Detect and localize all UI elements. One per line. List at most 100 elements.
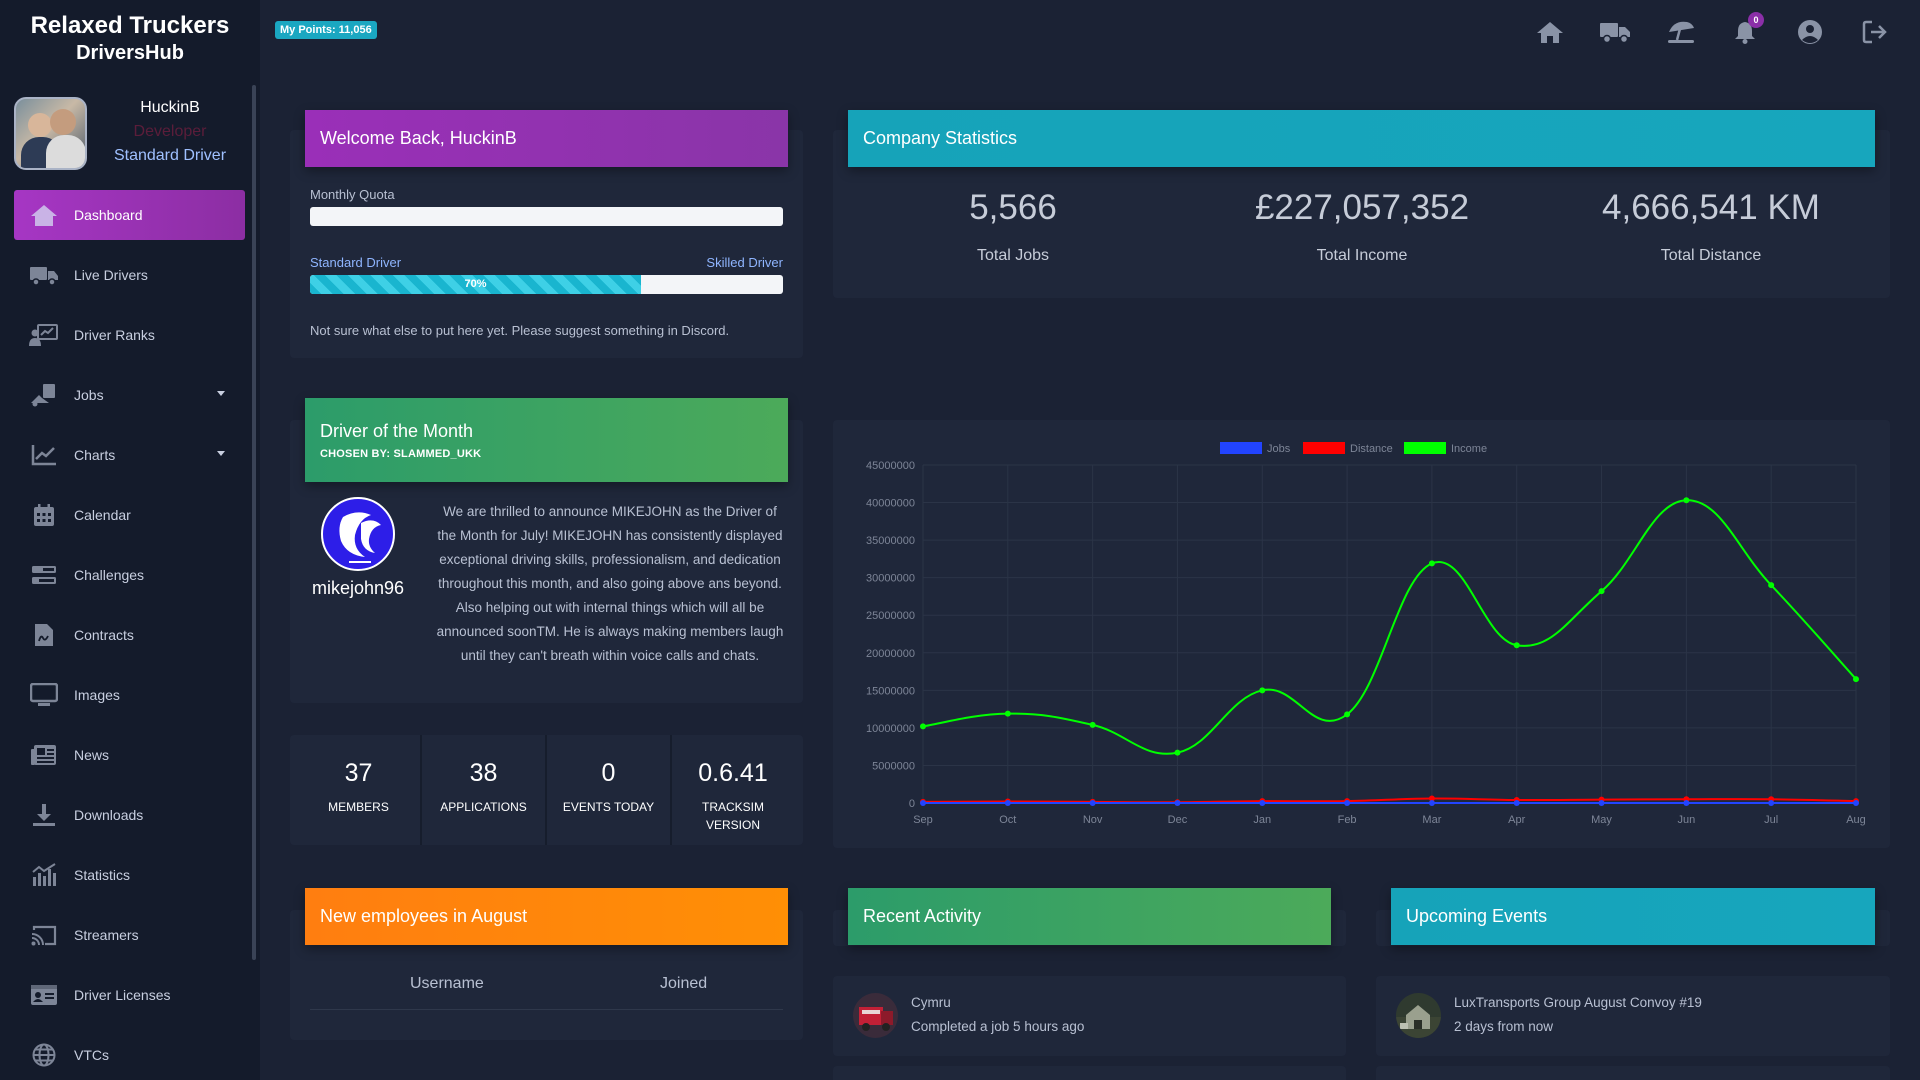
dotm-driver-name: mikejohn96 (311, 578, 405, 598)
activity-item[interactable] (833, 1066, 1346, 1080)
data-point-jobs (1259, 799, 1266, 806)
y-tick-label: 20000000 (866, 648, 915, 660)
logout-button[interactable] (1860, 18, 1890, 46)
dotm-logo (321, 497, 395, 571)
sidebar-item-images[interactable]: Images (14, 670, 245, 720)
sidebar-item-contracts[interactable]: Contracts (14, 610, 245, 660)
welcome-header: Welcome Back, HuckinB (305, 110, 788, 167)
upcoming-events-title: Upcoming Events (1406, 906, 1548, 926)
activity-avatar (853, 993, 898, 1038)
recent-activity-header: Recent Activity (848, 888, 1331, 945)
sidebar-item-charts[interactable]: Charts (14, 430, 245, 480)
user-profile[interactable]: HuckinB Developer Standard Driver (14, 97, 246, 173)
y-tick-label: 5000000 (872, 760, 915, 772)
sidebar-item-label: News (74, 747, 110, 763)
data-point-income (1089, 721, 1096, 728)
x-tick-label: Oct (999, 814, 1016, 826)
data-point-income (1513, 642, 1520, 649)
challenges-icon (29, 563, 59, 587)
notifications-button[interactable]: 0 (1730, 12, 1764, 46)
event-item[interactable] (1376, 976, 1890, 1056)
column-header-joined[interactable]: Joined (660, 975, 708, 992)
sidebar-item-streamers[interactable]: Streamers (14, 910, 245, 960)
x-tick-label: May (1591, 814, 1612, 826)
sidebar-item-label: Jobs (74, 387, 104, 403)
sidebar-item-challenges[interactable]: Challenges (14, 550, 245, 600)
rank-next: Skilled Driver (706, 255, 783, 270)
activity-text: Completed a job 5 hours ago (911, 1019, 1085, 1034)
dotm-title: Driver of the Month (320, 420, 474, 441)
ranks-icon (29, 323, 59, 347)
members-value: 37 (344, 759, 373, 787)
data-point-income (1853, 676, 1859, 683)
tracksim-version-label: TRACKSIM VERSION (701, 800, 764, 832)
tracksim-version-counter: 0.6.41 TRACKSIM VERSION (672, 735, 794, 845)
sidebar-item-vtcs[interactable]: VTCs (14, 1030, 245, 1080)
profile-rank: Standard Driver (113, 147, 227, 164)
legend-swatch (1220, 442, 1262, 454)
x-tick-label: Aug (1846, 814, 1866, 826)
home-icon (29, 203, 59, 227)
account-button[interactable] (1795, 18, 1825, 46)
dotm-description: We are thrilled to announce MIKEJOHN as … (436, 504, 784, 663)
sidebar-item-label: Challenges (74, 567, 145, 583)
sidebar-item-dashboard[interactable]: Dashboard (14, 190, 245, 240)
brand-title: Relaxed Truckers (30, 12, 230, 39)
x-tick-label: Sep (913, 814, 933, 826)
sidebar-item-driver-licenses[interactable]: Driver Licenses (14, 970, 245, 1020)
legend-label: Income (1451, 443, 1487, 455)
series-line-income (922, 499, 1857, 755)
points-badge: My Points: 11,056 (275, 21, 377, 39)
y-tick-label: 25000000 (866, 610, 915, 622)
line-chart: 0 5000000 10000000 15000000 20000000 25000000… (866, 442, 1866, 826)
statistics-icon (29, 863, 59, 887)
members-label: MEMBERS (328, 800, 389, 814)
table-divider (310, 1009, 783, 1010)
data-point-income (1259, 687, 1266, 694)
sidebar-scrollbar[interactable] (252, 85, 256, 960)
activity-user[interactable]: Cymru (911, 995, 951, 1010)
column-header-username[interactable]: Username (410, 975, 484, 992)
vacation-button[interactable] (1666, 18, 1696, 46)
bell-icon (1735, 22, 1755, 44)
avatar[interactable] (14, 97, 87, 170)
sidebar-item-label: Images (74, 687, 120, 703)
sidebar-item-statistics[interactable]: Statistics (14, 850, 245, 900)
sidebar: Relaxed Truckers DriversHub HuckinB Deve… (0, 0, 260, 1080)
sidebar-item-label: Statistics (74, 867, 131, 883)
sidebar-item-news[interactable]: News (14, 730, 245, 780)
recent-activity-title: Recent Activity (863, 906, 982, 926)
truck-button[interactable] (1598, 18, 1632, 46)
legend-label: Distance (1350, 443, 1393, 455)
home-button[interactable] (1535, 18, 1565, 46)
upcoming-events-header: Upcoming Events (1391, 888, 1875, 945)
rank-progress-fill: 70% (310, 275, 642, 294)
data-point-income (1174, 749, 1181, 756)
x-tick-label: Jul (1764, 814, 1778, 826)
sidebar-item-jobs[interactable]: Jobs (14, 370, 245, 420)
stats-chart-card: 0 5000000 10000000 15000000 20000000 25000000… (833, 420, 1890, 848)
data-point-jobs (1089, 799, 1096, 806)
sidebar-item-live-drivers[interactable]: Live Drivers (14, 250, 245, 300)
sidebar-item-calendar[interactable]: Calendar (14, 490, 245, 540)
y-tick-label: 30000000 (866, 573, 915, 585)
data-point-income (1428, 560, 1435, 567)
series-line-distance (922, 797, 1857, 804)
sidebar-item-downloads[interactable]: Downloads (14, 790, 245, 840)
activity-item[interactable] (833, 976, 1346, 1056)
sidebar-item-label: Calendar (74, 507, 131, 523)
quota-label: Monthly Quota (310, 187, 395, 202)
y-tick-label: 40000000 (866, 498, 915, 510)
data-point-distance (1428, 795, 1435, 802)
legend-swatch (1404, 442, 1446, 454)
event-name[interactable]: LuxTransports Group August Convoy #19 (1454, 995, 1702, 1010)
sidebar-item-label: Driver Licenses (74, 987, 171, 1003)
x-tick-label: Jan (1253, 814, 1271, 826)
welcome-note: Not sure what else to put here yet. Plea… (310, 323, 730, 338)
company-stats-title: Company Statistics (863, 128, 1018, 148)
total-income-value: £227,057,352 (1254, 188, 1470, 227)
sidebar-item-driver-ranks[interactable]: Driver Ranks (14, 310, 245, 360)
event-item[interactable] (1376, 1066, 1890, 1080)
sidebar-item-label: Dashboard (74, 207, 143, 223)
sidebar-item-label: VTCs (74, 1047, 109, 1063)
